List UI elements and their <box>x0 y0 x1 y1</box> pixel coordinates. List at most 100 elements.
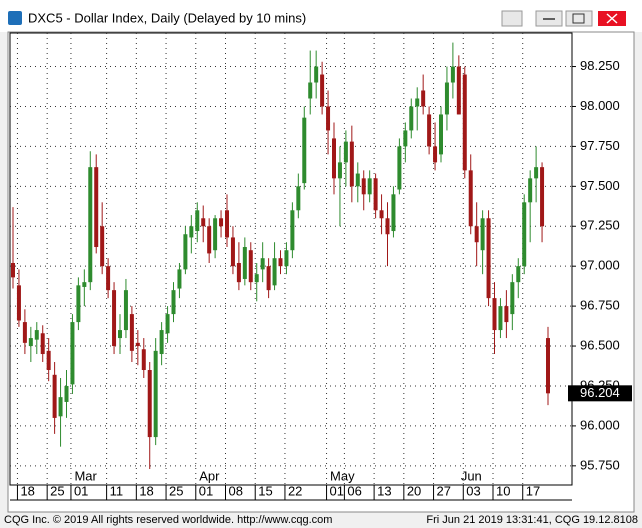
x-tick-label: 13 <box>377 483 391 498</box>
candle-body <box>88 167 93 283</box>
y-tick-label: 97.750 <box>580 138 620 153</box>
candle-body <box>11 262 15 278</box>
candle-body <box>112 290 117 347</box>
candle-body <box>201 218 206 227</box>
month-label: Mar <box>74 468 97 483</box>
candle-body <box>320 74 325 107</box>
candle-body <box>64 385 69 402</box>
candle-body <box>462 74 467 171</box>
candle-body <box>510 282 515 315</box>
candle-body <box>123 290 128 331</box>
candle-body <box>456 66 461 115</box>
candle-body <box>546 338 550 394</box>
candle-body <box>16 285 21 321</box>
candle-body <box>207 226 212 254</box>
candle-body <box>135 342 140 347</box>
candle-body <box>421 90 426 107</box>
candle-body <box>343 141 348 163</box>
candle-body <box>46 350 51 371</box>
y-tick-label: 98.250 <box>580 58 620 73</box>
y-tick-label: 96.000 <box>580 417 620 432</box>
candle-body <box>248 250 253 283</box>
candle-body <box>403 130 408 147</box>
candle-body <box>474 226 479 243</box>
candle-body <box>427 114 432 147</box>
candle-body <box>391 194 396 232</box>
candle-body <box>450 66 455 83</box>
candle-body <box>326 106 331 131</box>
candle-body <box>242 247 247 279</box>
candle-body <box>58 397 63 417</box>
candle-body <box>153 350 158 438</box>
link-button[interactable] <box>501 10 523 27</box>
month-label: Jun <box>461 468 482 483</box>
candle-body <box>272 258 277 286</box>
candle-body <box>100 226 105 267</box>
candle-body <box>337 162 342 179</box>
candle-body <box>266 266 271 291</box>
candle-body <box>177 269 182 289</box>
candle-body <box>290 210 295 251</box>
candle-body <box>308 82 313 99</box>
y-tick-label: 97.000 <box>580 258 620 273</box>
candle-body <box>439 114 443 155</box>
x-tick-label: 20 <box>407 483 421 498</box>
x-tick-label: 11 <box>110 483 124 498</box>
x-tick-label: 01 <box>199 483 213 498</box>
x-tick-label: 22 <box>288 483 302 498</box>
x-tick-label: 25 <box>50 483 64 498</box>
candle-body <box>213 218 218 251</box>
x-tick-label: 25 <box>169 483 183 498</box>
candle-body <box>254 274 259 283</box>
y-tick-label: 98.000 <box>580 98 620 113</box>
x-tick-label: 18 <box>139 483 153 498</box>
candle-body <box>165 314 170 334</box>
candle-body <box>373 178 378 211</box>
y-tick-label: 97.500 <box>580 178 620 193</box>
candle-body <box>361 178 366 195</box>
x-tick-label: 18 <box>20 483 34 498</box>
candle-body <box>516 266 521 283</box>
x-tick-label: 17 <box>526 483 540 498</box>
candle-body <box>355 173 360 187</box>
x-tick-label: 01 <box>74 483 88 498</box>
x-tick-label: 06 <box>347 483 361 498</box>
candle-body <box>433 146 438 163</box>
last-price-box <box>568 385 632 402</box>
candle-body <box>480 218 485 251</box>
maximize-button[interactable] <box>565 10 593 27</box>
candle-body <box>129 314 134 351</box>
candle-body <box>397 146 402 190</box>
candle-body <box>409 106 414 131</box>
candle-body <box>486 218 491 299</box>
candle-body <box>236 262 241 283</box>
candle-body <box>444 82 449 115</box>
candle-body <box>492 298 497 331</box>
candle-body <box>230 237 235 267</box>
candle-body <box>147 370 152 438</box>
candle-body <box>385 218 390 235</box>
candle-body <box>296 186 301 211</box>
candle-body <box>219 218 224 227</box>
candle-body <box>159 330 164 355</box>
y-tick-label: 97.250 <box>580 218 620 233</box>
month-label: Apr <box>199 468 220 483</box>
candle-body <box>278 258 283 267</box>
candle-body <box>504 306 509 323</box>
candle-body <box>34 330 39 340</box>
candle-body <box>141 349 146 371</box>
candle-body <box>468 170 473 227</box>
candle-body <box>314 66 319 83</box>
candle-body <box>415 98 420 107</box>
candle-body <box>82 282 87 287</box>
candle-body <box>76 285 81 323</box>
candle-body <box>332 138 336 179</box>
candle-body <box>171 290 176 315</box>
app-icon <box>8 11 22 25</box>
candle-body <box>534 167 539 179</box>
maximize-icon <box>572 13 585 24</box>
candle-body <box>284 250 289 267</box>
y-tick-label: 96.750 <box>580 298 620 313</box>
x-tick-label: 15 <box>258 483 272 498</box>
